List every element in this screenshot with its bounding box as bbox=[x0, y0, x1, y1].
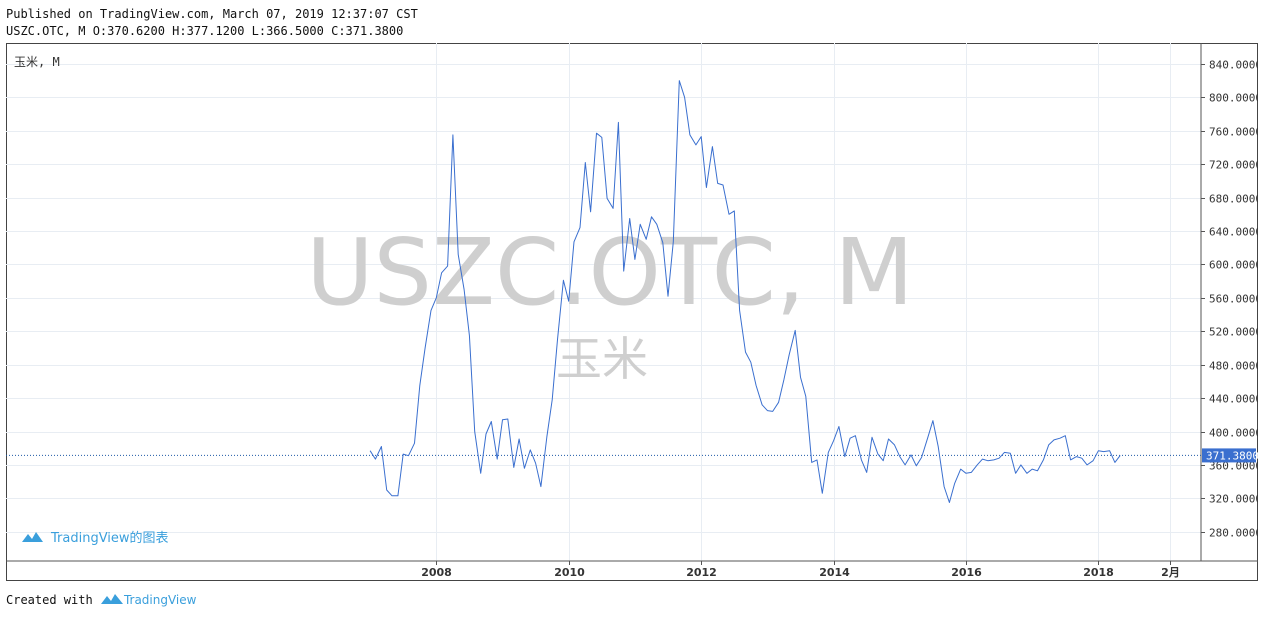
ohlc-line: USZC.OTC, M O:370.6200 H:377.1200 L:366.… bbox=[6, 24, 404, 38]
y-tick-label: 320.0000 bbox=[1209, 493, 1258, 506]
x-tick-label: 2012 bbox=[686, 566, 717, 579]
watermark-symbol: USZC.OTC, M bbox=[306, 219, 914, 326]
y-tick-label: 360.0000 bbox=[1209, 460, 1258, 473]
y-tick-label: 280.0000 bbox=[1209, 527, 1258, 540]
symbol-legend[interactable]: 玉米, M bbox=[14, 55, 60, 69]
grid bbox=[6, 43, 1201, 561]
tradingview-footer-link[interactable]: TradingView bbox=[123, 593, 197, 607]
x-tick-label: 2014 bbox=[819, 566, 850, 579]
y-tick-label: 440.0000 bbox=[1209, 393, 1258, 406]
x-tick-label: 2月 bbox=[1161, 566, 1180, 579]
last-price-label: 371.3800 bbox=[1202, 448, 1258, 463]
y-tick-label: 480.0000 bbox=[1209, 360, 1258, 373]
tradingview-footer-icon bbox=[100, 594, 123, 604]
y-tick-label: 720.0000 bbox=[1209, 159, 1258, 172]
last-price-value: 371.3800 bbox=[1206, 449, 1258, 462]
footer: Created with TradingView bbox=[6, 592, 196, 608]
tradingview-logo-icon bbox=[22, 532, 43, 542]
x-tick-label: 2008 bbox=[421, 566, 452, 579]
price-chart[interactable]: USZC.OTC, M 玉米 840.0000 800.0000 760.0000 7… bbox=[6, 43, 1258, 581]
y-tick-label: 680.0000 bbox=[1209, 193, 1258, 206]
watermark: USZC.OTC, M 玉米 bbox=[306, 219, 914, 386]
series-line bbox=[369, 80, 1121, 503]
watermark-name: 玉米 bbox=[556, 332, 648, 386]
price-axis[interactable]: 840.0000 800.0000 760.0000 720.0000 680.0000… bbox=[1201, 59, 1258, 540]
time-axis[interactable]: 2008 2010 2012 2014 2016 2018 2月 bbox=[421, 561, 1180, 579]
y-tick-label: 600.0000 bbox=[1209, 259, 1258, 272]
y-tick-label: 560.0000 bbox=[1209, 293, 1258, 306]
x-tick-label: 2018 bbox=[1083, 566, 1114, 579]
x-tick-label: 2010 bbox=[554, 566, 585, 579]
tradingview-logo[interactable]: TradingView的图表 bbox=[22, 530, 169, 546]
y-tick-label: 520.0000 bbox=[1209, 326, 1258, 339]
x-tick-label: 2016 bbox=[951, 566, 982, 579]
y-tick-label: 640.0000 bbox=[1209, 226, 1258, 239]
last-price-label-bg bbox=[1202, 448, 1256, 463]
chart-frame[interactable]: USZC.OTC, M 玉米 840.0000 800.0000 760.0000 7… bbox=[6, 43, 1258, 581]
y-tick-label: 840.0000 bbox=[1209, 59, 1258, 72]
chart-border bbox=[6, 43, 1258, 581]
tradingview-logo-text[interactable]: TradingView的图表 bbox=[50, 530, 169, 546]
y-tick-label: 400.0000 bbox=[1209, 427, 1258, 440]
created-with-text: Created with bbox=[6, 593, 93, 607]
published-line: Published on TradingView.com, March 07, … bbox=[6, 7, 418, 21]
y-tick-label: 800.0000 bbox=[1209, 92, 1258, 105]
y-tick-label: 760.0000 bbox=[1209, 126, 1258, 139]
